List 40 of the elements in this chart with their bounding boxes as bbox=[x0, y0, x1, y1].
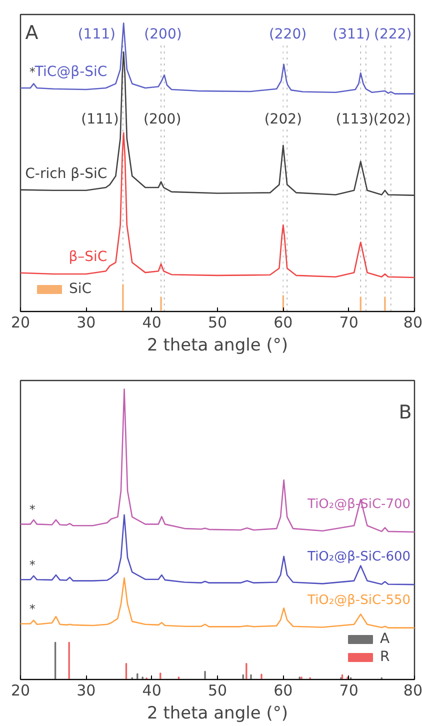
annotation: (222) bbox=[374, 26, 412, 43]
legend-label: R bbox=[380, 649, 391, 665]
annotation: * bbox=[29, 65, 36, 80]
x-tick-label: 60 bbox=[274, 314, 293, 332]
x-tick-label: 50 bbox=[208, 682, 228, 700]
x-tick-label: 80 bbox=[403, 314, 422, 332]
series-label: β–SiC bbox=[68, 249, 108, 265]
x-axis-title: 2 theta angle (°) bbox=[147, 704, 288, 724]
annotation: A bbox=[25, 22, 38, 44]
annotation: * bbox=[29, 558, 36, 572]
annotation: * bbox=[29, 602, 36, 616]
x-tick-label: 60 bbox=[274, 682, 293, 700]
annotation: (220) bbox=[268, 26, 307, 43]
annotation: (202) bbox=[373, 112, 412, 128]
x-tick-label: 70 bbox=[339, 682, 358, 700]
annotation: B bbox=[398, 401, 412, 424]
annotation: (200) bbox=[144, 26, 182, 43]
annotation: (111) bbox=[81, 112, 119, 128]
series-label: TiC@β-SiC bbox=[34, 64, 108, 80]
series-label: TiO₂@β-SiC-600 bbox=[306, 549, 411, 564]
x-tick-label: 40 bbox=[142, 314, 162, 332]
x-tick-label: 40 bbox=[142, 682, 162, 700]
x-tick-label: 30 bbox=[76, 682, 96, 700]
x-tick-label: 30 bbox=[76, 314, 96, 332]
annotation: (111) bbox=[78, 26, 116, 43]
x-axis-title: 2 theta angle (°) bbox=[147, 336, 288, 356]
series-label: TiO₂@β-SiC-550 bbox=[306, 592, 411, 608]
x-tick-label: 70 bbox=[339, 314, 358, 332]
legend-label: A bbox=[380, 631, 391, 647]
x-tick-label: 50 bbox=[208, 314, 228, 332]
series-label: C-rich β-SiC bbox=[25, 166, 108, 182]
legend-label: SiC bbox=[69, 281, 92, 297]
annotation: (202) bbox=[264, 112, 302, 128]
x-tick-label: 20 bbox=[10, 682, 30, 700]
annotation: * bbox=[29, 502, 36, 517]
annotation: (311) bbox=[332, 26, 370, 43]
x-tick-label: 80 bbox=[403, 682, 422, 700]
annotation: (113) bbox=[336, 112, 374, 128]
annotation: (200) bbox=[144, 112, 182, 128]
x-tick-label: 20 bbox=[10, 314, 30, 332]
